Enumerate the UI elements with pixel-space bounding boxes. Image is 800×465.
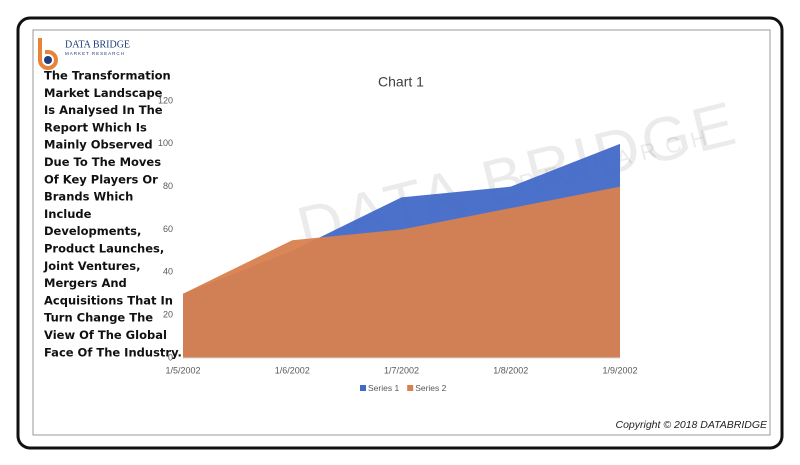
x-tick-label: 1/8/2002 (493, 365, 528, 375)
description-line: Acquisitions That In (44, 293, 173, 307)
y-tick-label: 100 (158, 138, 173, 148)
legend-label: Series 1 (368, 383, 399, 393)
x-tick-label: 1/6/2002 (275, 365, 310, 375)
description-line: The Transformation (44, 69, 171, 83)
x-tick-label: 1/5/2002 (165, 365, 200, 375)
description-line: Due To The Moves (44, 155, 161, 169)
copyright: Copyright © 2018 DATABRIDGE (616, 419, 768, 431)
plot: 0 20 40 60 80 100 120 1/5/2002 1/6/2002 1/7/2002 1… (158, 95, 638, 392)
description-line: Report Which Is (44, 120, 147, 134)
y-tick-label: 120 (158, 95, 173, 105)
logo-mark (38, 38, 58, 70)
legend-swatch (407, 385, 414, 391)
legend-swatch (360, 385, 366, 391)
description-line: Of Key Players Or (44, 172, 158, 186)
legend-label: Series 2 (415, 383, 446, 393)
logo-dot (44, 56, 52, 64)
inner-frame (32, 29, 771, 436)
logo: DATA BRIDGE MARKET RESEARCH (38, 38, 130, 70)
description-line: Joint Ventures, (43, 259, 140, 273)
x-tick-label: 1/9/2002 (602, 365, 637, 375)
description-line: Mergers And (44, 276, 127, 290)
y-tick-label: 40 (163, 267, 173, 277)
logo-tagline: MARKET RESEARCH (65, 51, 125, 56)
x-tick-label: 1/7/2002 (384, 365, 419, 375)
description-line: View Of The Global (44, 328, 167, 342)
area (183, 186, 620, 358)
description-line: Market Landscape (44, 86, 163, 100)
y-tick-label: 80 (163, 181, 173, 191)
y-tick-label: 20 (163, 310, 173, 320)
description-line: Turn Change The (44, 311, 153, 325)
description-line: Mainly Observed (44, 138, 153, 152)
description-line: Product Launches, (44, 242, 164, 256)
description-line: Include (44, 207, 92, 221)
logo-name: DATA BRIDGE (65, 39, 130, 50)
description: The Transformation Market Landscape Is Ana… (43, 69, 182, 360)
description-line: Face Of The Industry. (44, 345, 182, 359)
chart-title: Chart 1 (378, 74, 424, 90)
description-line: Is Analysed In The (44, 103, 163, 117)
description-line: Brands Which (44, 190, 133, 204)
y-tick-label: 60 (163, 224, 173, 234)
description-line: Developments, (44, 224, 141, 238)
y-tick-label: 0 (168, 352, 173, 362)
